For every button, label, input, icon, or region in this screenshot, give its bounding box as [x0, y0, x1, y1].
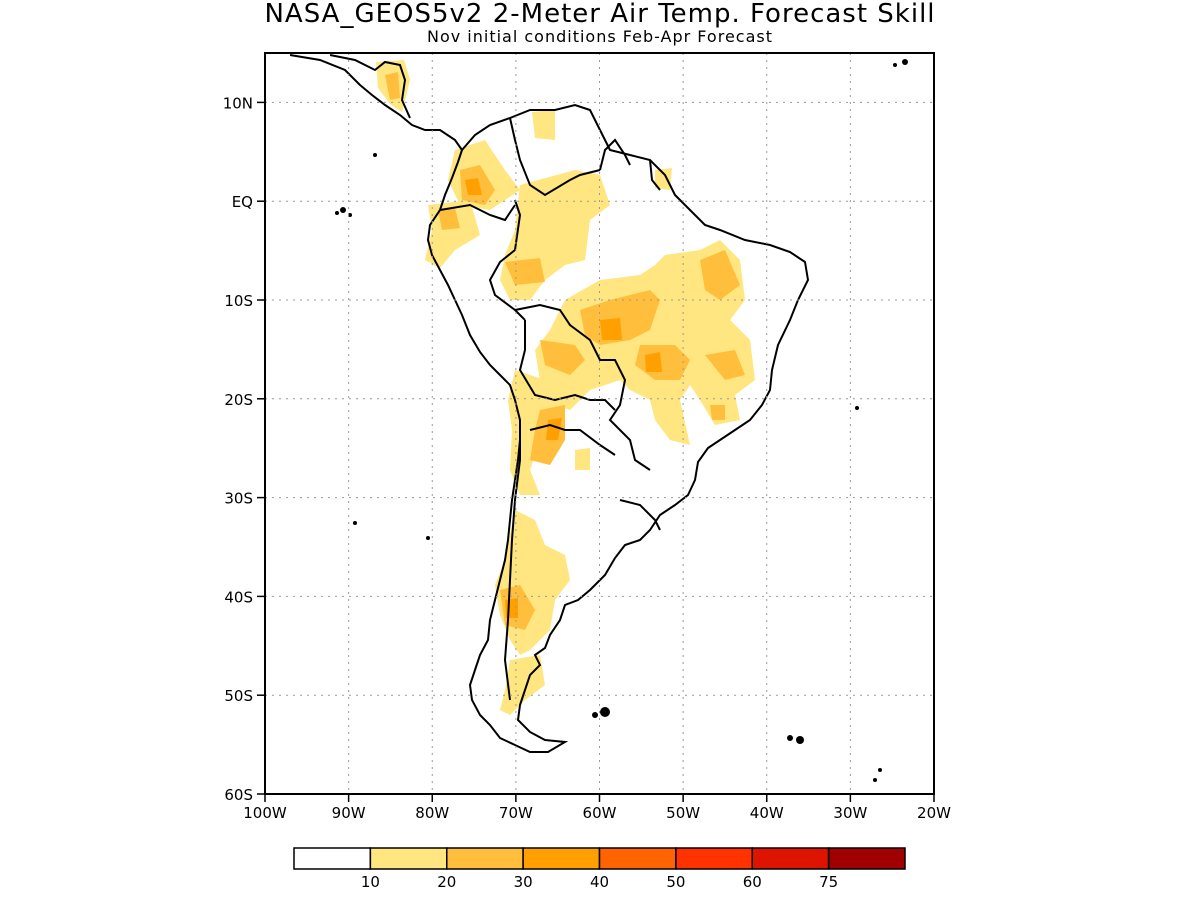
x-tick-label: 80W [415, 804, 449, 822]
skill-area [385, 72, 400, 100]
colorbar-label: 20 [437, 873, 456, 891]
skill-area [425, 200, 480, 268]
grid-lines [265, 53, 934, 794]
colorbar-label: 10 [361, 873, 380, 891]
y-axis: 10N EQ 10S 20S 30S 40S 50S 60S [223, 94, 265, 804]
y-tick-label: 60S [224, 786, 253, 804]
colorbar-label: 60 [743, 873, 762, 891]
colorbar-label: 50 [666, 873, 685, 891]
colorbar-swatch [369, 847, 448, 870]
country-border [488, 199, 526, 321]
map-frame [264, 52, 935, 795]
skill-area [508, 370, 560, 495]
x-axis: 100W 90W 80W 70W 60W 50W 40W 30W 20W [243, 794, 951, 822]
y-tick-label: 40S [224, 588, 253, 606]
country-border [503, 440, 521, 701]
y-tick-label: EQ [232, 193, 253, 211]
x-tick-label: 100W [243, 804, 287, 822]
country-border [529, 423, 616, 456]
skill-area [700, 250, 740, 300]
coastlines [289, 54, 810, 753]
skill-area [505, 258, 545, 285]
colorbar-label: 75 [819, 873, 838, 891]
country-border [514, 303, 651, 471]
skill-area [546, 418, 562, 440]
map-title: NASA_GEOS5v2 2-Meter Air Temp. Forecast … [264, 0, 936, 29]
skill-area [655, 168, 672, 190]
colorbar-swatch [827, 847, 906, 870]
country-border [439, 203, 516, 222]
skill-area [535, 240, 755, 445]
colorbar-swatch [293, 847, 372, 870]
skill-shading-dark [465, 178, 662, 618]
skill-area [705, 350, 745, 380]
colorbar-swatch [522, 847, 601, 870]
skill-area [645, 352, 662, 372]
x-tick-label: 30W [833, 804, 867, 822]
skill-area [500, 655, 545, 715]
colorbar-label: 30 [514, 873, 533, 891]
y-tick-label: 20S [224, 391, 253, 409]
islands [335, 59, 908, 782]
skill-area [575, 448, 590, 470]
country-border [509, 117, 601, 197]
colorbar-swatch [675, 847, 753, 870]
skill-area [540, 340, 585, 375]
colorbar-swatch [446, 847, 524, 870]
colorbar-swatch [598, 847, 677, 870]
country-border [518, 320, 616, 411]
country-border [649, 159, 661, 191]
skill-area [438, 208, 460, 230]
colorbar-swatch [751, 847, 830, 870]
map-subtitle: Nov initial conditions Feb-Apr Forecast [426, 27, 773, 46]
south-america-coast [426, 103, 810, 753]
skill-area [505, 598, 518, 618]
x-tick-label: 20W [917, 804, 951, 822]
x-tick-label: 70W [499, 804, 533, 822]
skill-area [600, 318, 622, 340]
x-tick-label: 40W [750, 804, 784, 822]
y-tick-label: 10N [223, 94, 253, 112]
skill-area [532, 110, 555, 140]
x-tick-label: 60W [583, 804, 617, 822]
colorbar: 10 20 30 40 50 60 75 [293, 847, 906, 891]
x-tick-label: 50W [666, 804, 700, 822]
skill-area [465, 178, 482, 195]
x-tick-label: 90W [332, 804, 366, 822]
y-tick-label: 10S [224, 292, 253, 310]
y-tick-label: 50S [224, 687, 253, 705]
skill-shading [376, 60, 755, 715]
colorbar-label: 40 [590, 873, 609, 891]
central-america-coast [289, 54, 463, 151]
y-tick-label: 30S [224, 490, 253, 508]
country-border [619, 499, 661, 531]
skill-area [710, 405, 725, 420]
country-border [599, 138, 631, 171]
central-america-north [329, 54, 411, 119]
skill-area [580, 290, 660, 345]
